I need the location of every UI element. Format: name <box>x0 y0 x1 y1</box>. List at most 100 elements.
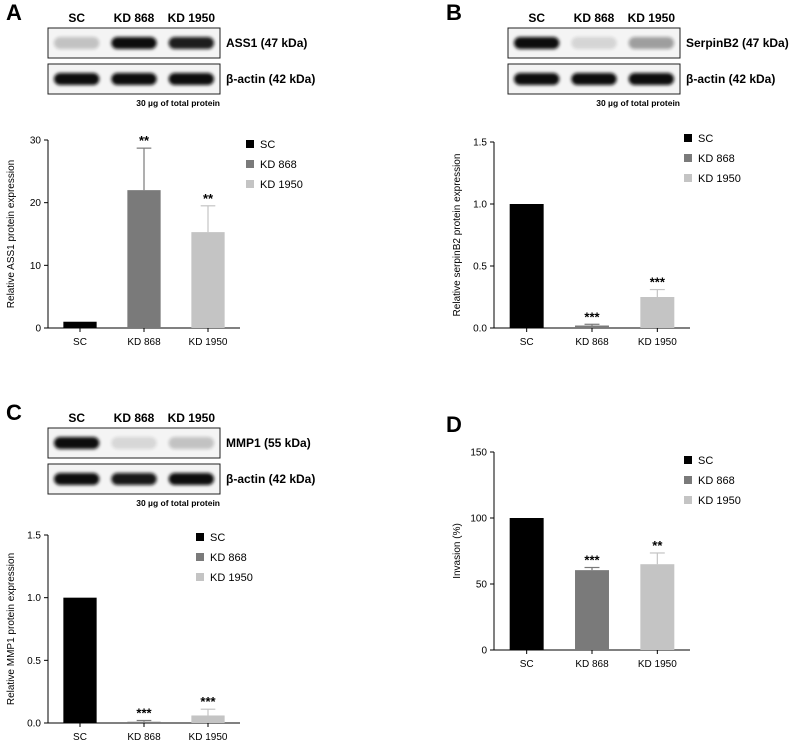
blot-band-target <box>168 37 214 49</box>
x-tick-label: SC <box>73 732 87 742</box>
significance-label: *** <box>136 705 152 720</box>
y-tick-label: 20 <box>30 198 42 209</box>
significance-label: ** <box>139 133 150 148</box>
legend-label: KD 1950 <box>210 572 253 584</box>
x-tick-label: KD 1950 <box>189 337 228 348</box>
x-tick-label: KD 868 <box>127 732 161 742</box>
blot-lane-label: KD 868 <box>114 411 155 425</box>
panel-letter-d: D <box>446 412 462 437</box>
legend-swatch <box>684 496 692 504</box>
bar-sc <box>509 518 544 650</box>
legend-label: KD 1950 <box>260 179 303 191</box>
blot-band-loading <box>514 73 560 85</box>
x-tick-label: SC <box>520 659 534 670</box>
y-tick-label: 1.0 <box>27 593 41 604</box>
blot-band-target <box>571 37 617 49</box>
blot-lane-label: KD 868 <box>574 11 615 25</box>
bar-sc <box>63 321 97 328</box>
panel-c-figure: SC KD 868 KD 1950 MMP1 (55 kDa) β-actin (42 … <box>6 411 315 743</box>
x-tick-label: SC <box>520 337 534 348</box>
blot-band-target <box>628 37 674 49</box>
legend-swatch <box>684 476 692 484</box>
x-tick-label: SC <box>73 337 87 348</box>
blot-note: 30 µg of total protein <box>136 98 220 108</box>
blot-band-loading <box>628 73 674 85</box>
legend-label: SC <box>210 532 225 544</box>
blot-label-target: ASS1 (47 kDa) <box>226 36 307 50</box>
blot-band-target <box>54 437 100 449</box>
legend-swatch <box>196 533 204 541</box>
blot-label-target: MMP1 (55 kDa) <box>226 436 311 450</box>
panel-a-figure: SC KD 868 KD 1950 ASS1 (47 kDa) β-actin (42 … <box>6 11 315 348</box>
y-tick-label: 100 <box>470 514 487 525</box>
significance-label: *** <box>584 309 600 324</box>
legend-swatch <box>684 134 692 142</box>
panel-letter-a: A <box>6 0 22 25</box>
bar-kd-868 <box>575 570 609 650</box>
x-tick-label: KD 868 <box>127 337 161 348</box>
blot-lane-label: KD 1950 <box>168 411 216 425</box>
significance-label: ** <box>203 191 214 206</box>
bar-sc <box>509 204 544 328</box>
significance-label: *** <box>650 275 666 290</box>
blot-lane-label: SC <box>68 11 85 25</box>
blot-label-loading: β-actin (42 kDa) <box>226 72 315 86</box>
legend-swatch <box>684 174 692 182</box>
y-tick-label: 0.5 <box>473 262 487 273</box>
blot-band-loading <box>54 473 100 485</box>
legend-swatch <box>196 573 204 581</box>
bar-kd-868 <box>575 325 609 328</box>
legend-label: KD 868 <box>210 552 247 564</box>
y-tick-label: 0.0 <box>473 324 487 335</box>
blot-lane-label: KD 1950 <box>168 11 216 25</box>
legend-swatch <box>246 180 254 188</box>
y-axis-label: Relative MMP1 protein expression <box>6 553 17 705</box>
bar-kd-1950 <box>191 232 225 328</box>
blot-lane-label: KD 1950 <box>628 11 676 25</box>
bar-sc <box>63 597 97 723</box>
blot-label-target: SerpinB2 (47 kDa) <box>686 36 789 50</box>
bar-kd-868 <box>127 190 161 328</box>
bar-kd-1950 <box>640 564 675 650</box>
x-tick-label: KD 1950 <box>189 732 228 742</box>
panel-d: 0 50 100 150 Invasion (%) SC *** KD 868 ** KD 195… <box>440 400 796 742</box>
blot-band-loading <box>111 73 157 85</box>
legend-label: KD 1950 <box>698 495 741 507</box>
significance-label: *** <box>200 694 216 709</box>
x-tick-label: KD 1950 <box>638 337 677 348</box>
legend-swatch <box>246 160 254 168</box>
blot-band-loading <box>54 73 100 85</box>
x-tick-label: KD 1950 <box>638 659 677 670</box>
panel-d-figure: 0 50 100 150 Invasion (%) SC *** KD 868 ** KD 195… <box>452 448 741 671</box>
panel-letter-b: B <box>446 0 462 25</box>
y-tick-label: 1.5 <box>27 531 41 542</box>
blot-note: 30 µg of total protein <box>136 498 220 508</box>
y-tick-label: 30 <box>30 136 42 147</box>
y-tick-label: 150 <box>470 448 487 459</box>
legend-label: SC <box>698 133 713 145</box>
blot-note: 30 µg of total protein <box>596 98 680 108</box>
blot-band-target <box>54 37 100 49</box>
x-tick-label: KD 868 <box>575 659 609 670</box>
panel-b: SC KD 868 KD 1950 SerpinB2 (47 kDa) β-actin … <box>440 0 796 360</box>
blot-band-loading <box>168 73 214 85</box>
blot-lane-label: SC <box>68 411 85 425</box>
x-tick-label: KD 868 <box>575 337 609 348</box>
y-tick-label: 0 <box>35 324 41 335</box>
legend-label: SC <box>698 455 713 467</box>
legend-label: SC <box>260 139 275 151</box>
legend-label: KD 868 <box>260 159 297 171</box>
blot-label-loading: β-actin (42 kDa) <box>686 72 775 86</box>
y-axis-label: Invasion (%) <box>452 523 463 579</box>
y-axis-label: Relative ASS1 protein expression <box>6 160 17 308</box>
bar-kd-1950 <box>640 297 675 328</box>
legend-swatch <box>246 140 254 148</box>
y-tick-label: 1.5 <box>473 138 487 149</box>
bar-kd-1950 <box>191 715 225 723</box>
legend-label: KD 868 <box>698 475 735 487</box>
y-tick-label: 0.0 <box>27 719 41 730</box>
bar-kd-868 <box>127 721 161 723</box>
legend-swatch <box>196 553 204 561</box>
significance-label: ** <box>652 538 663 553</box>
panel-b-figure: SC KD 868 KD 1950 SerpinB2 (47 kDa) β-actin … <box>452 11 789 348</box>
